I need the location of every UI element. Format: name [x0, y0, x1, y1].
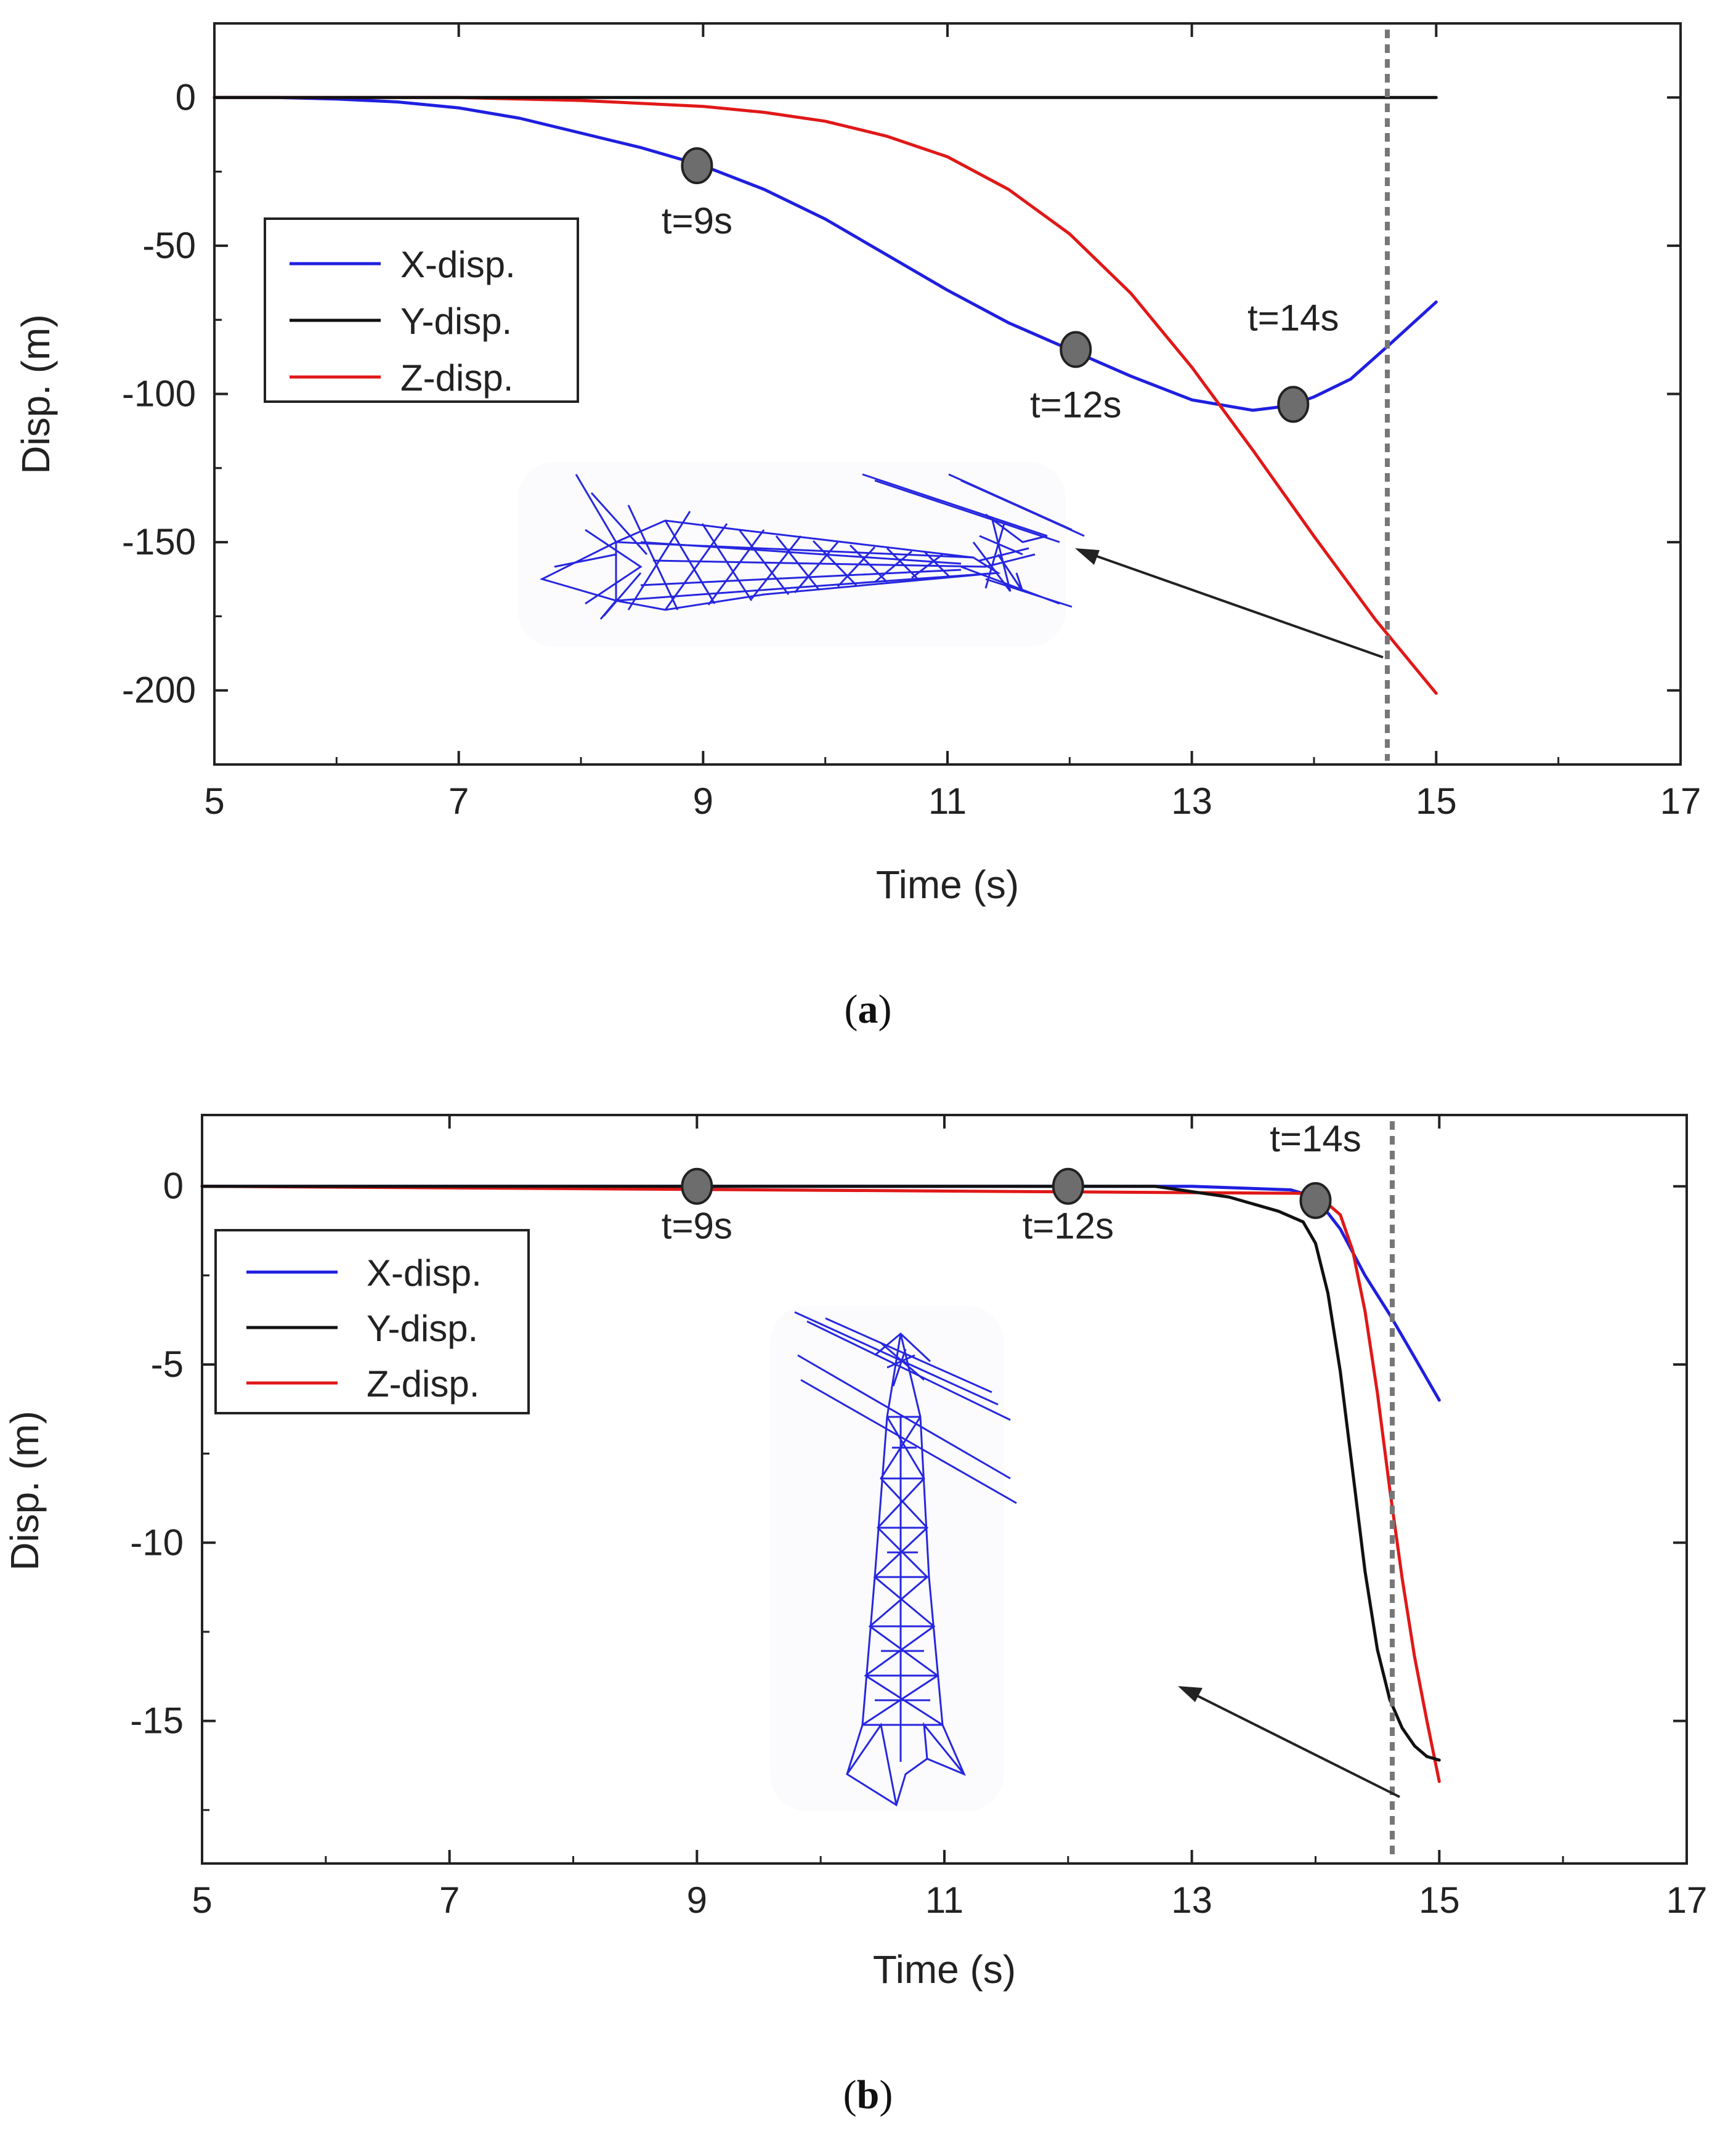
time-marker-label: t=9s — [662, 200, 732, 241]
legend-b-label-y: Y-disp. — [367, 1308, 478, 1349]
x-tick-label: 15 — [1416, 781, 1457, 822]
y-tick-label: -10 — [130, 1522, 184, 1563]
time-marker-label: t=9s — [662, 1206, 732, 1247]
legend-b-label-x: X-disp. — [367, 1252, 482, 1294]
panel-b-ticks: 5 7 9 11 13 15 17 0 -5 -10 -15 — [130, 1115, 1707, 1921]
time-marker-dot — [1277, 386, 1310, 423]
time-marker-label: t=14s — [1247, 297, 1339, 338]
tower-lattice-b — [794, 1311, 1017, 1807]
y-tick-label: -15 — [130, 1700, 184, 1742]
x-tick-label: 17 — [1666, 1880, 1708, 1921]
tower-inset-b-bg — [770, 1306, 1004, 1811]
y-tick-label: -150 — [122, 521, 196, 562]
y-tick-label: -5 — [151, 1344, 184, 1385]
panel-b-series — [200, 1185, 1441, 1783]
caption-b-letter: b — [857, 2072, 880, 2117]
panel-a-xlabel: Time (s) — [876, 862, 1019, 907]
panel-b-markers: t=9s t=12s t=14s — [662, 1118, 1361, 1247]
legend-a-label-z: Z-disp. — [400, 357, 513, 399]
arrow-a — [1082, 550, 1384, 659]
y-tick-label: -200 — [122, 670, 196, 711]
panel-a-markers: t=9s t=12s t=14s — [662, 147, 1339, 425]
x-tick-label: 9 — [687, 1880, 707, 1921]
arrowhead-a — [1075, 548, 1100, 565]
series-line-y-disp — [200, 1185, 1441, 1762]
panel-b: 5 7 9 11 13 15 17 0 -5 -10 -15 t=9s t=12s t=14s X-di… — [2, 1114, 1707, 2117]
x-tick-label: 5 — [204, 781, 224, 822]
legend-a-label-x: X-disp. — [400, 244, 516, 285]
panel-a: 5 7 9 11 13 15 17 0 -50 -100 -150 -200 t=9s t=12s — [14, 22, 1701, 1032]
tower-inset-b — [770, 1306, 1017, 1811]
legend-b: X-disp. Y-disp. Z-disp. — [214, 1229, 530, 1414]
time-marker-label: t=12s — [1030, 384, 1121, 425]
time-marker-dot — [1299, 1182, 1332, 1219]
panel-a-ylabel: Disp. (m) — [14, 314, 58, 474]
time-marker-dot — [681, 1167, 713, 1205]
x-tick-label: 13 — [1171, 1880, 1212, 1921]
caption-a: (a) — [845, 987, 892, 1032]
x-tick-label: 7 — [439, 1880, 460, 1921]
x-tick-label: 11 — [928, 781, 967, 822]
x-tick-label: 9 — [693, 781, 713, 822]
legend-a-label-y: Y-disp. — [400, 301, 512, 342]
time-marker-label: t=12s — [1023, 1206, 1114, 1247]
x-tick-label: 5 — [192, 1880, 212, 1921]
panel-b-ylabel: Disp. (m) — [2, 1411, 47, 1571]
arrow-b — [1187, 1690, 1400, 1798]
time-marker-label: t=14s — [1270, 1118, 1361, 1159]
x-tick-label: 15 — [1419, 1880, 1460, 1921]
series-line-x-disp — [200, 1185, 1441, 1402]
caption-b: (b) — [843, 2072, 893, 2117]
time-marker-dot — [1052, 1167, 1084, 1205]
caption-a-letter: a — [858, 987, 878, 1032]
legend-a-box — [264, 217, 579, 403]
tower-lattice-a — [539, 473, 1085, 620]
tower-inset-a — [517, 462, 1085, 647]
y-tick-label: -50 — [142, 225, 196, 266]
y-tick-label: 0 — [176, 76, 196, 118]
arrowhead-b — [1178, 1686, 1203, 1702]
x-tick-label: 17 — [1660, 781, 1702, 822]
legend-a: X-disp. Y-disp. Z-disp. — [264, 217, 579, 403]
x-tick-label: 11 — [925, 1880, 963, 1921]
time-marker-dot — [681, 147, 713, 184]
legend-b-label-z: Z-disp. — [367, 1363, 479, 1405]
panel-b-xlabel: Time (s) — [873, 1947, 1016, 1992]
panel-a-ticks: 5 7 9 11 13 15 17 0 -50 -100 -150 -200 — [122, 23, 1701, 822]
x-tick-label: 7 — [448, 781, 469, 822]
series-line-z-disp — [213, 95, 1438, 695]
x-tick-label: 13 — [1171, 781, 1212, 822]
y-tick-label: -100 — [122, 373, 196, 415]
series-line-z-disp — [200, 1185, 1441, 1783]
time-marker-dot — [1060, 331, 1092, 368]
y-tick-label: 0 — [163, 1166, 184, 1207]
